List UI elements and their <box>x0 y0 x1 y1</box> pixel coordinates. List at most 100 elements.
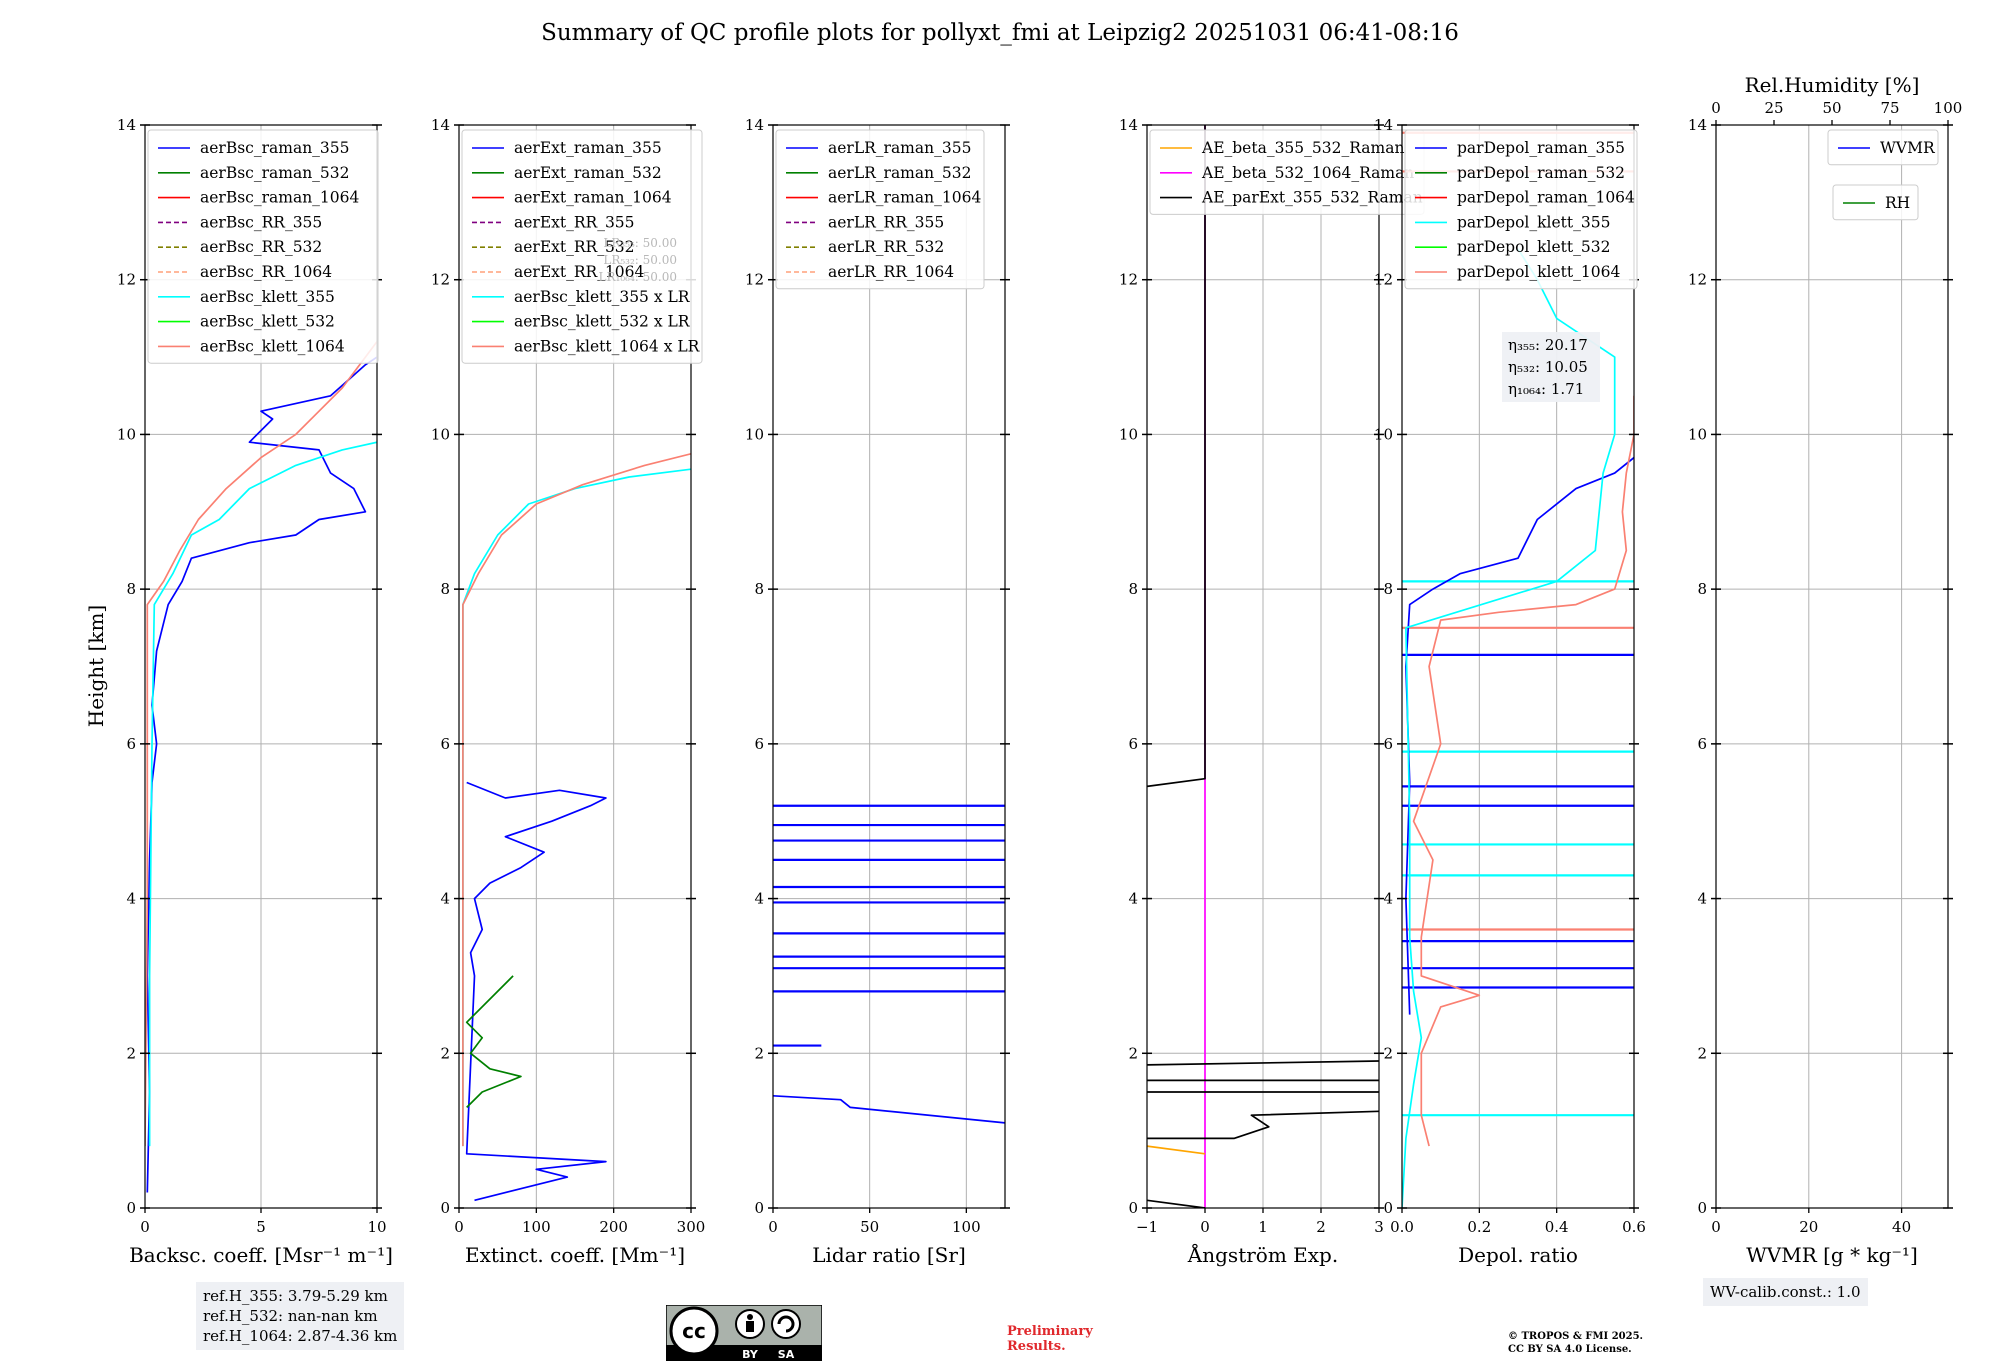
y-tick-label: 12 <box>1119 271 1138 289</box>
series-aerbsc-klett-1064-line <box>145 341 377 1147</box>
legend-entry: aerExt_RR_532 <box>514 238 635 256</box>
y-tick-label: 4 <box>754 890 764 908</box>
legend-entry: aerBsc_klett_355 x LR <box>514 288 691 306</box>
x-tick-label: 40 <box>1892 1218 1911 1236</box>
panel-frame <box>1715 124 1949 1209</box>
legend-entry: aerLR_raman_532 <box>828 164 971 182</box>
panel-depol: 0 2 4 6 8 10 12 14 0.0 0.2 0.4 0.6 Depol. ratio parDe… <box>1374 116 1646 1267</box>
legend-entry: aerLR_RR_355 <box>828 213 944 231</box>
cc-text: cc <box>682 1319 706 1343</box>
x-tick-label: 0.6 <box>1622 1218 1646 1236</box>
x-tick-label: 0 <box>140 1218 150 1236</box>
y-tick-label: 10 <box>117 425 136 443</box>
y-tick-label: 8 <box>126 580 136 598</box>
y-tick-label: 6 <box>440 735 450 753</box>
legend-entry: aerLR_RR_532 <box>828 238 944 256</box>
x-tick-label: 50 <box>860 1218 879 1236</box>
legend-entry: parDepol_klett_532 <box>1457 238 1610 256</box>
preliminary-line-1: Preliminary <box>1007 1324 1093 1339</box>
legend-entry: aerExt_raman_355 <box>514 139 662 157</box>
y-tick-label: 4 <box>440 890 450 908</box>
y-tick-label: 14 <box>1374 116 1393 134</box>
x-tick-label: 0.2 <box>1467 1218 1491 1236</box>
top-tick-label: 25 <box>1764 99 1783 117</box>
legend-entry: aerBsc_raman_532 <box>200 164 350 182</box>
legend-entry: parDepol_klett_1064 <box>1457 263 1620 281</box>
legend-frame <box>775 129 985 290</box>
ref-height-355: ref.H_355: 3.79-5.29 km <box>203 1287 388 1305</box>
copyright-line-1: © TROPOS & FMI 2025. <box>1508 1331 1644 1342</box>
panel-extinction: 0 2 4 6 8 10 12 14 0 100 200 300 Extinct. coeff. [Mm… <box>431 116 705 1267</box>
panel-data <box>145 341 377 1193</box>
y-axis-label: Height [km] <box>84 605 108 727</box>
panel-data <box>462 452 691 1202</box>
y-tick-label: 6 <box>1383 735 1393 753</box>
annotation-bg <box>1502 332 1600 402</box>
x-tick-label: 10 <box>367 1218 386 1236</box>
x-tick-label: 200 <box>599 1218 628 1236</box>
y-tick-label: 0 <box>1128 1199 1138 1217</box>
y-tick-label: 8 <box>1383 580 1393 598</box>
y-tick-label: 10 <box>1688 425 1707 443</box>
lr-annotation-line: LR₃₅₅: 50.00 <box>603 236 677 250</box>
y-tick-label: 0 <box>126 1199 136 1217</box>
legend-entry: RH <box>1885 194 1910 212</box>
cc-sa-label: SA <box>778 1348 795 1361</box>
x-tick-label: 0 <box>454 1218 464 1236</box>
x-tick-label: 300 <box>677 1218 706 1236</box>
y-tick-label: 4 <box>1697 890 1707 908</box>
legend-entry: aerExt_raman_1064 <box>514 189 672 207</box>
y-tick-label: 12 <box>117 271 136 289</box>
sa-share-icon <box>771 1309 801 1339</box>
legend-entry: parDepol_raman_1064 <box>1457 189 1635 207</box>
copyright-note: © TROPOS & FMI 2025. CC BY SA 4.0 Licens… <box>1508 1330 1643 1356</box>
y-tick-label: 14 <box>117 116 136 134</box>
legend-entry: aerBsc_klett_355 <box>200 288 335 306</box>
legend-entry: aerBsc_raman_1064 <box>200 189 360 207</box>
legend-rh: RH <box>1832 184 1919 221</box>
legend-entry: AE_beta_532_1064_Raman <box>1201 164 1414 182</box>
legend-entry: aerBsc_klett_1064 <box>200 337 345 355</box>
y-tick-label: 4 <box>126 890 136 908</box>
y-tick-label: 10 <box>1374 425 1393 443</box>
series-aerext-raman-532-line <box>465 975 522 1109</box>
x-tick-label: 0.0 <box>1390 1218 1414 1236</box>
series-ae-parext-355-532-raman-line <box>1147 1110 1379 1140</box>
annotation-line: η₃₅₅: 20.17 <box>1508 336 1588 354</box>
y-tick-label: 2 <box>754 1044 764 1062</box>
legend-entry: AE_parExt_355_532_Raman <box>1201 189 1423 207</box>
legend-frame <box>461 129 703 364</box>
lr-annotation-line: LR₅₃₂: 50.00 <box>603 253 677 267</box>
y-tick-label: 2 <box>126 1044 136 1062</box>
y-tick-label: 2 <box>440 1044 450 1062</box>
x-axis-label: Lidar ratio [Sr] <box>812 1243 966 1267</box>
ref-height-532: ref.H_532: nan-nan km <box>203 1307 378 1325</box>
x-tick-label: 0 <box>768 1218 778 1236</box>
legend: WVMR <box>1827 129 1939 166</box>
y-tick-label: 10 <box>1119 425 1138 443</box>
x-tick-label: 20 <box>1799 1218 1818 1236</box>
cc-by-label: BY <box>742 1348 759 1361</box>
y-tick-label: 6 <box>1128 735 1138 753</box>
panel-data <box>773 804 1005 1124</box>
top-tick-label: 100 <box>1934 99 1963 117</box>
series-pardepol-klett-1064-line <box>1412 395 1634 1147</box>
by-person-body <box>746 1321 754 1332</box>
panel-frame <box>772 124 1006 1209</box>
y-tick-label: 0 <box>1383 1199 1393 1217</box>
x-axis-label: WVMR [g * kg⁻¹] <box>1746 1243 1918 1267</box>
y-tick-label: 4 <box>1128 890 1138 908</box>
legend-entry: aerBsc_RR_532 <box>200 238 322 256</box>
annotation-line: η₅₃₂: 10.05 <box>1508 358 1588 376</box>
x-tick-label: 0 <box>1711 1218 1721 1236</box>
series-aerbsc-klett-1064-x-lr-line <box>462 452 691 1147</box>
lr-annotation-line: LR₁₀₆₄: 50.00 <box>599 270 677 284</box>
y-tick-label: 12 <box>431 271 450 289</box>
copyright-line-2: CC BY SA 4.0 License. <box>1508 1344 1632 1355</box>
legend-entry: parDepol_raman_532 <box>1457 164 1625 182</box>
panel-data <box>1147 125 1379 1208</box>
x-tick-label: 0.4 <box>1545 1218 1569 1236</box>
